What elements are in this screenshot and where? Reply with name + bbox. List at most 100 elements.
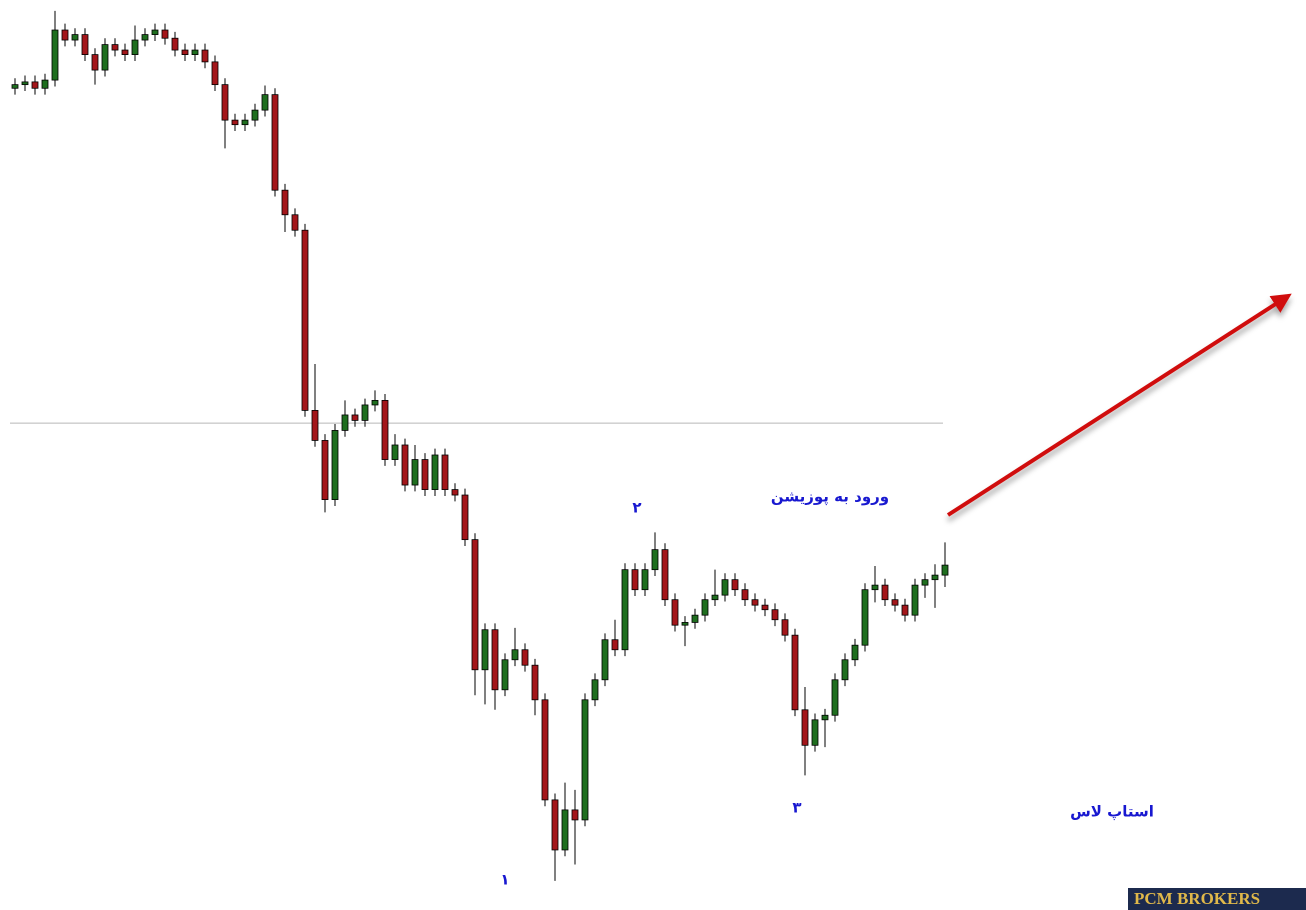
candle-body	[771, 609, 779, 621]
candle-body	[31, 81, 39, 89]
candle-body	[221, 84, 229, 121]
candle-body	[411, 459, 419, 486]
candle-body	[351, 414, 359, 421]
candle-body	[141, 34, 149, 41]
candle-body	[721, 579, 729, 596]
candle-body	[931, 574, 939, 581]
candle-body	[371, 399, 379, 406]
candle-body	[201, 49, 209, 63]
watermark-box	[1128, 888, 1306, 910]
candle-body	[361, 404, 369, 421]
candle-body	[331, 430, 339, 500]
candle-body	[591, 679, 599, 701]
candle-body	[621, 569, 629, 651]
candle-body	[801, 709, 809, 746]
candle-body	[341, 414, 349, 431]
candle-body	[741, 589, 749, 601]
candle-body	[531, 664, 539, 701]
candle-body	[461, 494, 469, 541]
candle-body	[21, 81, 29, 86]
candle-body	[471, 539, 479, 671]
candle-body	[731, 579, 739, 591]
candle-body	[301, 229, 309, 411]
candle-body	[521, 649, 529, 666]
candle-body	[101, 44, 109, 71]
candle-body	[171, 37, 179, 51]
candle-body	[321, 440, 329, 500]
candle-body	[751, 599, 759, 606]
candle-body	[131, 39, 139, 56]
candle-body	[841, 659, 849, 681]
candle-body	[761, 604, 769, 611]
candle-body	[161, 29, 169, 39]
candle-body	[581, 699, 589, 821]
candle-body	[831, 679, 839, 716]
candle-body	[551, 799, 559, 851]
candle-body	[701, 599, 709, 616]
candle-body	[91, 54, 99, 71]
candle-body	[611, 639, 619, 651]
candle-body	[711, 594, 719, 601]
candle-body	[491, 629, 499, 691]
point-label: ۳	[792, 799, 801, 817]
candle-body	[691, 614, 699, 623]
candle-body	[71, 34, 79, 41]
candle-body	[431, 454, 439, 490]
candle-body	[911, 584, 919, 616]
candle-body	[111, 44, 119, 51]
candle-body	[11, 84, 19, 89]
stop-label: استاپ لاس	[1070, 803, 1154, 821]
candle-body	[851, 644, 859, 661]
candle-body	[281, 189, 289, 216]
candle-body	[311, 410, 319, 441]
candle-body	[241, 119, 249, 126]
candle-body	[641, 569, 649, 591]
candle-body	[901, 604, 909, 616]
candle-body	[571, 809, 579, 821]
candle-body	[501, 659, 509, 691]
point-label: ۲	[632, 499, 641, 517]
candle-body	[251, 109, 259, 121]
candle-body	[671, 599, 679, 626]
candle-body	[651, 549, 659, 571]
candle-body	[381, 399, 389, 460]
candle-body	[181, 49, 189, 55]
candle-body	[231, 119, 239, 126]
candle-body	[821, 714, 829, 721]
candle-body	[291, 214, 299, 231]
candle-body	[811, 719, 819, 746]
candle-body	[41, 79, 49, 89]
candle-body	[861, 589, 869, 646]
candle-body	[791, 634, 799, 711]
entry-label: ورود به پوزیشن	[771, 488, 889, 507]
candle-body	[261, 94, 269, 111]
candle-body	[481, 629, 489, 671]
candle-body	[421, 459, 429, 490]
candle-body	[681, 622, 689, 626]
candle-body	[561, 809, 569, 851]
candle-body	[61, 29, 69, 41]
candle-body	[401, 444, 409, 486]
candle-body	[601, 639, 609, 681]
trend-arrow	[946, 293, 1292, 517]
candle-body	[191, 49, 199, 55]
candle-body	[891, 599, 899, 606]
candle-body	[121, 49, 129, 55]
candle-body	[151, 29, 159, 35]
candle-body	[871, 584, 879, 591]
candle-body	[441, 454, 449, 490]
candle-body	[81, 34, 89, 55]
candle-body	[921, 579, 929, 586]
candle-body	[941, 564, 949, 576]
candle-body	[271, 94, 279, 191]
candle-body	[211, 61, 219, 86]
candle-body	[391, 444, 399, 460]
watermark: PCM BROKERS	[1134, 889, 1260, 908]
point-label: ۱	[500, 871, 509, 889]
candle-body	[451, 489, 459, 496]
candle-body	[781, 619, 789, 636]
candle-body	[541, 699, 549, 801]
candle-body	[881, 584, 889, 601]
candle-body	[631, 569, 639, 591]
